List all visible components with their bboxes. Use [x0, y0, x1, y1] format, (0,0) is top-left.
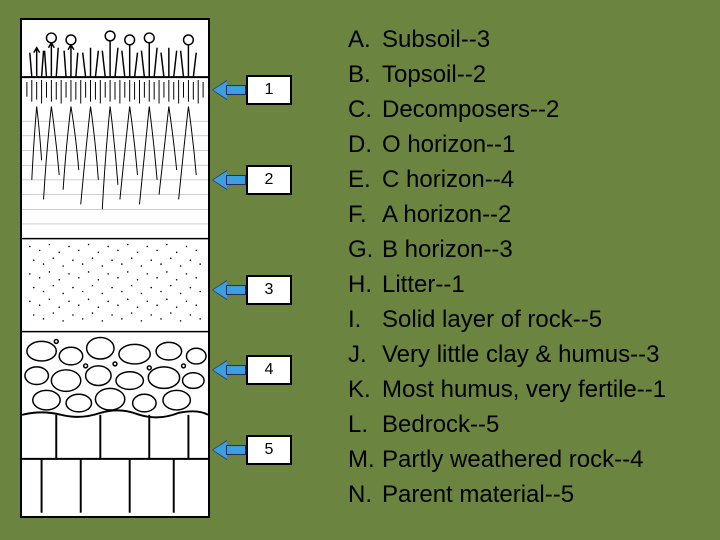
answer-row: C.Decomposers--2 — [348, 92, 666, 127]
label-box-2: 2 — [246, 165, 292, 195]
answer-key-list: A.Subsoil--3 B.Topsoil--2 C.Decomposers-… — [348, 22, 666, 512]
layer-1-surface — [22, 31, 208, 103]
answer-letter: G. — [348, 232, 382, 267]
soil-profile-diagram — [20, 18, 210, 518]
answer-row: G.B horizon--3 — [348, 232, 666, 267]
answer-text: A horizon--2 — [382, 197, 511, 232]
answer-letter: I. — [348, 302, 382, 337]
answer-letter: C. — [348, 92, 382, 127]
answer-letter: B. — [348, 57, 382, 92]
answer-letter: D. — [348, 127, 382, 162]
answer-row: E.C horizon--4 — [348, 162, 666, 197]
label-box-5: 5 — [246, 435, 292, 465]
answer-letter: H. — [348, 267, 382, 302]
layer-5-bedrock — [22, 410, 208, 512]
answer-row: F.A horizon--2 — [348, 197, 666, 232]
label-box-3: 3 — [246, 275, 292, 305]
answer-row: I.Solid layer of rock--5 — [348, 302, 666, 337]
answer-letter: M. — [348, 442, 382, 477]
answer-row: H.Litter--1 — [348, 267, 666, 302]
answer-letter: E. — [348, 162, 382, 197]
answer-row: M.Partly weathered rock--4 — [348, 442, 666, 477]
answer-letter: A. — [348, 22, 382, 57]
layer-4-weathered-rock — [22, 332, 208, 412]
answer-text: Most humus, very fertile--1 — [382, 372, 666, 407]
answer-letter: L. — [348, 407, 382, 442]
answer-letter: N. — [348, 477, 382, 512]
label-4-text: 4 — [265, 361, 274, 379]
answer-row: J.Very little clay & humus--3 — [348, 337, 666, 372]
label-5-text: 5 — [265, 441, 274, 459]
answer-text: B horizon--3 — [382, 232, 513, 267]
label-box-1: 1 — [246, 75, 292, 105]
answer-text: Parent material--5 — [382, 477, 574, 512]
answer-text: Partly weathered rock--4 — [382, 442, 643, 477]
answer-text: Very little clay & humus--3 — [382, 337, 659, 372]
label-3-text: 3 — [265, 281, 274, 299]
answer-text: C horizon--4 — [382, 162, 514, 197]
answer-row: L.Bedrock--5 — [348, 407, 666, 442]
answer-letter: K. — [348, 372, 382, 407]
answer-text: Litter--1 — [382, 267, 465, 302]
answer-row: B.Topsoil--2 — [348, 57, 666, 92]
soil-cross-section — [20, 18, 210, 518]
answer-letter: F. — [348, 197, 382, 232]
answer-row: D.O horizon--1 — [348, 127, 666, 162]
answer-row: K.Most humus, very fertile--1 — [348, 372, 666, 407]
answer-letter: J. — [348, 337, 382, 372]
answer-text: Topsoil--2 — [382, 57, 486, 92]
answer-text: Solid layer of rock--5 — [382, 302, 602, 337]
answer-text: Bedrock--5 — [382, 407, 499, 442]
label-1-text: 1 — [265, 81, 274, 99]
label-2-text: 2 — [265, 171, 274, 189]
answer-text: O horizon--1 — [382, 127, 515, 162]
layer-3-subsoil — [22, 239, 208, 322]
answer-row: N.Parent material--5 — [348, 477, 666, 512]
layer-2-topsoil — [22, 106, 208, 223]
answer-text: Subsoil--3 — [382, 22, 490, 57]
answer-row: A.Subsoil--3 — [348, 22, 666, 57]
answer-text: Decomposers--2 — [382, 92, 559, 127]
label-box-4: 4 — [246, 355, 292, 385]
